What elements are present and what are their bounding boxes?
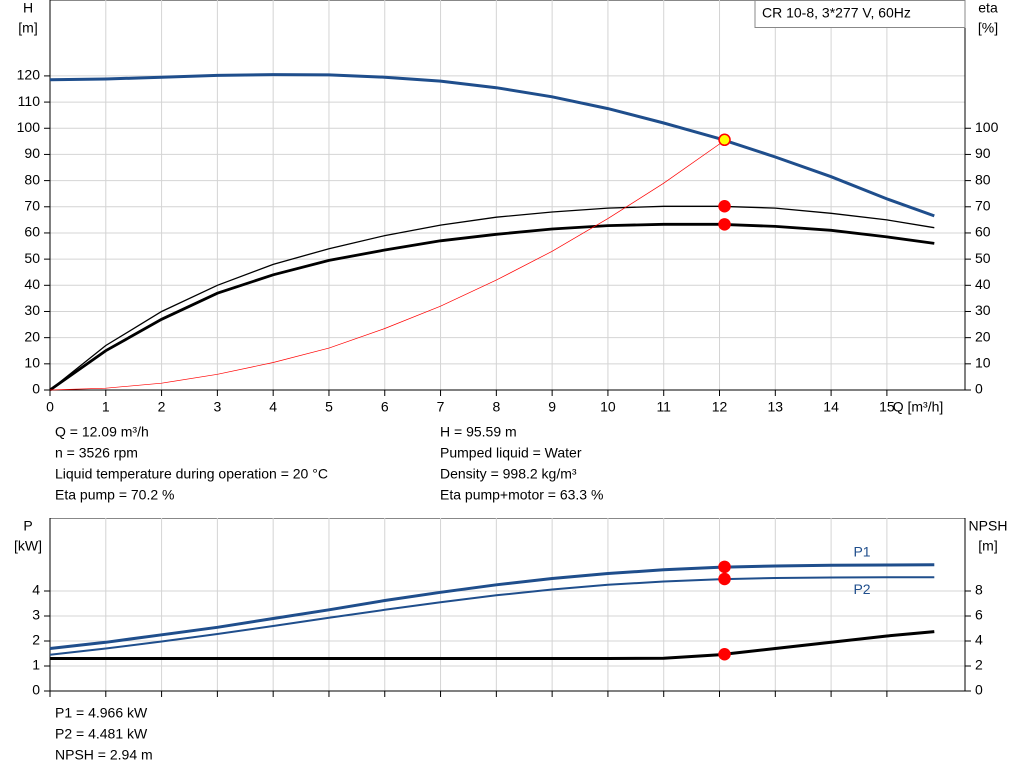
x-tick-label: 13: [768, 399, 784, 415]
y-axis-label: H: [23, 0, 33, 16]
info-text: Eta pump = 70.2 %: [55, 487, 174, 503]
y2-tick-label: 50: [975, 250, 991, 266]
duty-point: [718, 218, 731, 231]
y-tick-label: 1: [32, 657, 40, 673]
series-line: [49, 205, 935, 391]
y-tick-label: 3: [32, 607, 40, 623]
series-line: [49, 73, 935, 218]
y-axis-label: [m]: [18, 20, 37, 36]
x-tick-label: 2: [158, 399, 166, 415]
y2-axis-label: eta: [978, 0, 998, 16]
series-line: [49, 222, 935, 392]
y-tick-label: 100: [17, 119, 41, 135]
y-tick-label: 20: [24, 328, 40, 344]
y-tick-label: 2: [32, 632, 40, 648]
y-tick-label: 40: [24, 276, 40, 292]
info-text: n = 3526 rpm: [55, 445, 138, 461]
series-line: [50, 630, 935, 660]
y2-tick-label: 90: [975, 145, 991, 161]
y2-tick-label: 0: [975, 682, 983, 698]
series-label: P1: [853, 543, 870, 559]
y2-tick-label: 30: [975, 302, 991, 318]
x-tick-label: 11: [656, 399, 671, 415]
duty-point: [718, 648, 731, 661]
chart-title: CR 10-8, 3*277 V, 60Hz: [762, 5, 911, 21]
x-tick-label: 12: [712, 399, 728, 415]
y2-tick-label: 70: [975, 197, 991, 213]
y2-tick-label: 8: [975, 582, 983, 598]
y-tick-label: 120: [17, 67, 41, 83]
y2-tick-label: 100: [975, 119, 999, 135]
x-tick-label: 15: [879, 399, 895, 415]
y2-axis-label: [%]: [978, 20, 998, 36]
info-text: P1 = 4.966 kW: [55, 705, 148, 721]
x-tick-label: 8: [492, 399, 500, 415]
y-tick-label: 110: [18, 93, 41, 109]
y-tick-label: 50: [24, 250, 40, 266]
info-text: Liquid temperature during operation = 20…: [55, 466, 328, 482]
x-tick-label: 3: [213, 399, 221, 415]
info-text: P2 = 4.481 kW: [55, 726, 148, 742]
y-tick-label: 30: [24, 302, 40, 318]
info-text: H = 95.59 m: [440, 424, 517, 440]
x-tick-label: 4: [269, 399, 277, 415]
duty-point: [718, 560, 731, 574]
y-axis-label: [kW]: [14, 538, 42, 554]
info-text: Q = 12.09 m³/h: [55, 424, 149, 440]
y2-tick-label: 60: [975, 224, 991, 240]
y2-tick-label: 6: [975, 607, 983, 623]
title-box: [754, 0, 966, 28]
x-tick-label: 7: [437, 399, 445, 415]
x-tick-label: 9: [548, 399, 556, 415]
plot-area: [49, 518, 966, 692]
y2-tick-label: 4: [975, 632, 983, 648]
y-tick-label: 4: [32, 582, 40, 598]
x-tick-label: 1: [102, 399, 110, 415]
info-text: Pumped liquid = Water: [440, 445, 582, 461]
series-line: [49, 576, 935, 656]
y2-tick-label: 80: [975, 171, 991, 187]
y-tick-label: 70: [24, 197, 40, 213]
info-text: Eta pump+motor = 63.3 %: [440, 487, 603, 503]
y2-tick-label: 10: [975, 355, 991, 371]
x-tick-label: 14: [823, 399, 839, 415]
y-axis-label: P: [23, 518, 32, 534]
y-tick-label: 0: [32, 682, 40, 698]
duty-point: [718, 572, 731, 586]
x-tick-label: 6: [381, 399, 389, 415]
info-text: Density = 998.2 kg/m³: [440, 466, 577, 482]
x-axis-label: Q [m³/h]: [893, 399, 944, 415]
series-line: [49, 139, 725, 391]
y2-tick-label: 40: [975, 276, 991, 292]
y-tick-label: 10: [24, 355, 40, 371]
plot-area: [49, 0, 966, 391]
info-text: NPSH = 2.94 m: [55, 747, 153, 763]
y-tick-label: 80: [24, 171, 40, 187]
duty-point: [718, 133, 731, 147]
series-line: [49, 563, 935, 650]
y2-axis-label: [m]: [978, 538, 997, 554]
x-tick-label: 10: [600, 399, 616, 415]
duty-point: [718, 200, 731, 213]
y2-axis-label: NPSH: [969, 518, 1008, 534]
x-tick-label: 5: [325, 399, 333, 415]
y-tick-label: 60: [24, 224, 40, 240]
series-label: P2: [853, 581, 870, 597]
y-tick-label: 0: [32, 381, 40, 397]
y2-tick-label: 2: [975, 657, 983, 673]
y-tick-label: 90: [24, 145, 40, 161]
y2-tick-label: 20: [975, 328, 991, 344]
x-tick-label: 0: [46, 399, 54, 415]
y2-tick-label: 0: [975, 381, 983, 397]
